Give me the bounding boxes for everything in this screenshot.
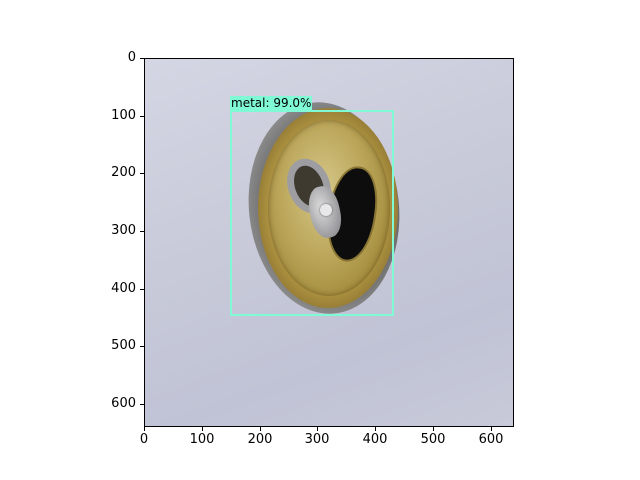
x-tick — [202, 427, 203, 431]
x-tick-label: 300 — [304, 432, 330, 447]
detection-label: metal: 99.0% — [230, 96, 313, 111]
y-tick-label: 600 — [111, 396, 136, 411]
y-tick-label: 100 — [111, 108, 136, 123]
x-tick-label: 500 — [420, 432, 446, 447]
tab-rivet — [320, 204, 332, 216]
x-tick-label: 400 — [362, 432, 388, 447]
x-tick — [144, 427, 145, 431]
y-tick-label: 0 — [127, 50, 136, 65]
y-tick-label: 300 — [111, 223, 136, 238]
y-tick — [140, 116, 144, 117]
x-tick-label: 200 — [247, 432, 273, 447]
x-tick-label: 0 — [139, 432, 149, 447]
detection-bounding-box — [230, 110, 394, 316]
x-tick — [260, 427, 261, 431]
x-tick — [433, 427, 434, 431]
y-tick — [140, 346, 144, 347]
y-tick — [140, 404, 144, 405]
y-tick-label: 400 — [111, 281, 136, 296]
x-tick — [317, 427, 318, 431]
x-tick-label: 600 — [478, 432, 504, 447]
image-plot-area: metal: 99.0% — [144, 58, 514, 427]
y-tick-label: 200 — [111, 165, 136, 180]
x-tick-label: 100 — [189, 432, 215, 447]
y-tick — [140, 289, 144, 290]
x-tick — [375, 427, 376, 431]
y-tick — [140, 231, 144, 232]
y-tick — [140, 58, 144, 59]
x-tick — [491, 427, 492, 431]
y-tick — [140, 173, 144, 174]
y-tick-label: 500 — [111, 338, 136, 353]
